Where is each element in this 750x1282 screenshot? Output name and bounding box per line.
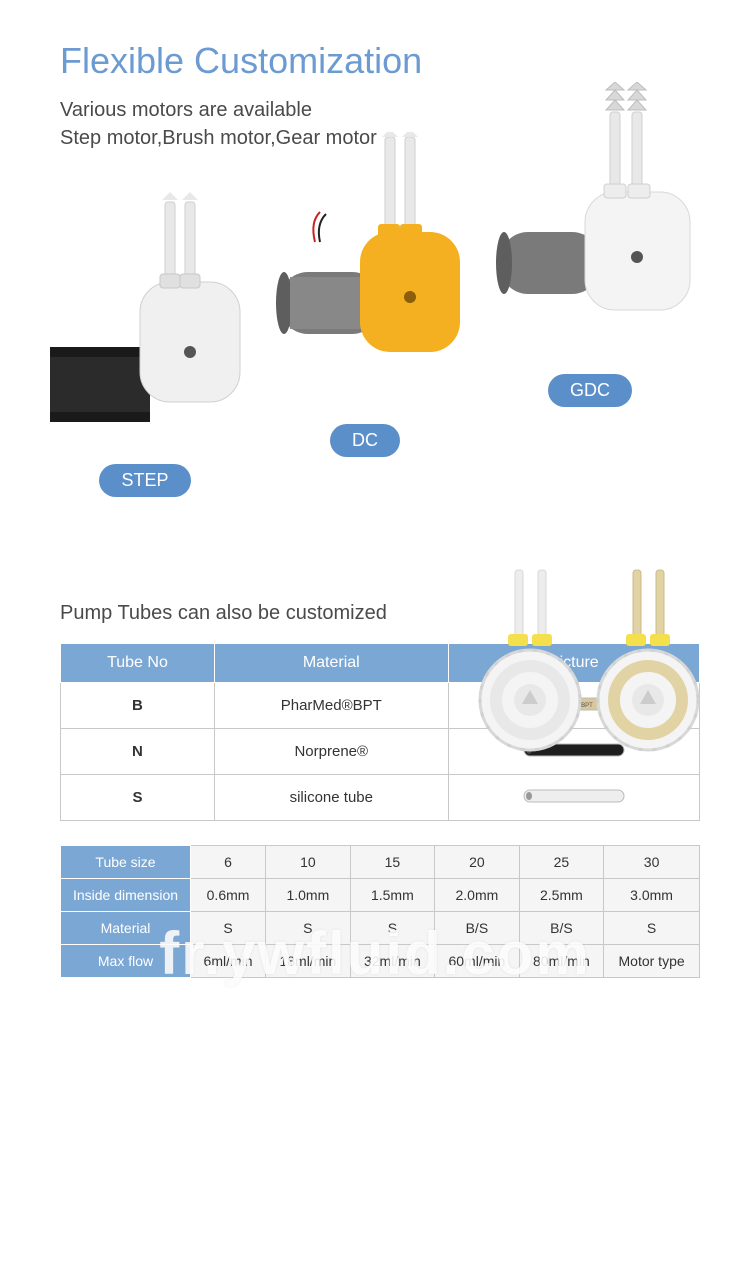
cell: 3.0mm [604,879,700,912]
cell: S [266,912,351,945]
cell-tube-no: S [61,775,215,821]
th-inside-dim: Inside dimension [61,879,191,912]
pump-row: STEP DC [60,142,700,522]
badge-gdc: GDC [548,374,632,407]
badge-step: STEP [99,464,190,497]
cell-tube-no: B [61,683,215,729]
pump-step: STEP [40,192,250,497]
cell: Motor type [604,945,700,978]
cell: B/S [435,912,520,945]
badge-dc: DC [330,424,400,457]
cell: 25 [519,846,604,879]
th-tube-no: Tube No [61,644,215,683]
th-material: Material [214,644,448,683]
th-tube-size: Tube size [61,846,191,879]
cell: S [604,912,700,945]
cell: 1.0mm [266,879,351,912]
cell: 80ml/min [519,945,604,978]
spec-table: Tube size 6 10 15 20 25 30 Inside dimens… [60,845,700,978]
th-material-row: Material [61,912,191,945]
cell: S [191,912,266,945]
cell: 1.5mm [350,879,435,912]
pump-gdc: GDC [480,82,700,407]
cell: 15 [350,846,435,879]
page-title: Flexible Customization [60,40,700,82]
cell: 2.0mm [435,879,520,912]
pump-dc: DC [260,132,470,457]
pump-dc-image [260,132,470,412]
cell: 20 [435,846,520,879]
pump-gdc-image [480,82,700,362]
pump-step-image [40,192,250,452]
cell-material: PharMed®BPT [214,683,448,729]
cell: S [350,912,435,945]
cell-picture [448,775,699,821]
tube-head-preview [470,560,710,770]
cell-material: Norprene® [214,729,448,775]
cell: 6 [191,846,266,879]
cell: 30 [604,846,700,879]
cell: B/S [519,912,604,945]
cell: 2.5mm [519,879,604,912]
cell: 32ml/min [350,945,435,978]
cell: 18ml/min [266,945,351,978]
cell: 0.6mm [191,879,266,912]
th-max-flow: Max flow [61,945,191,978]
cell-tube-no: N [61,729,215,775]
cell-material: silicone tube [214,775,448,821]
cell: 60ml/min [435,945,520,978]
table-row: Ssilicone tube [61,775,700,821]
cell: 10 [266,846,351,879]
cell: 6ml/min [191,945,266,978]
